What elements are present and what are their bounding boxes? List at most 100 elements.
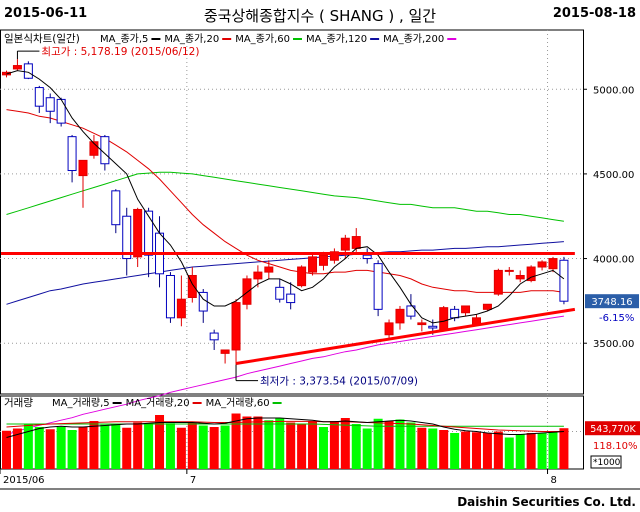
volume-bar	[67, 430, 77, 469]
volume-bar	[275, 418, 285, 469]
volume-bar	[231, 413, 241, 469]
volume-bar	[406, 422, 416, 469]
x-tick-label: 2015/06	[3, 475, 45, 486]
volume-bar	[318, 427, 328, 469]
volume-bar	[548, 431, 558, 469]
volume-bar	[45, 429, 55, 469]
ma5-line	[6, 70, 565, 324]
volume-bar	[264, 420, 274, 469]
volume-last-box	[585, 421, 640, 436]
volume-bar	[253, 416, 263, 469]
candle-body	[308, 256, 318, 273]
end-date: 2015-08-18	[552, 6, 636, 21]
chart-canvas[interactable]: 5000.00 4500.00 4000.00 3500.00 2015/06 7 8 최고가…	[0, 28, 640, 490]
candle-body	[133, 208, 143, 258]
volume-bar	[144, 424, 154, 469]
y-tick-label: 4500.00	[593, 170, 634, 181]
volume-bar	[373, 418, 383, 469]
volume-bar	[384, 421, 394, 469]
volume-bar	[504, 437, 514, 469]
candle-body	[231, 302, 241, 351]
candle-body	[504, 269, 514, 272]
volume-bar	[351, 424, 361, 469]
volume-bar	[2, 430, 11, 469]
volume-bar	[23, 424, 33, 469]
candle-body	[329, 251, 339, 261]
brand-footer: Daishin Securities Co. Ltd.	[457, 495, 636, 509]
candle-body	[242, 278, 252, 305]
last-value-label: 3748.16	[591, 297, 632, 308]
candle-body	[45, 97, 55, 112]
volume-bar	[286, 422, 296, 469]
volume-bar	[417, 427, 427, 469]
price-panel-title: 일본식차트(일간)	[4, 32, 80, 45]
volume-bar	[439, 430, 449, 469]
candle-body	[340, 237, 350, 251]
candle-body	[165, 274, 175, 319]
x-tick-label: 8	[551, 475, 557, 486]
volume-panel-title: 거래량	[4, 397, 33, 409]
candle-body	[78, 159, 88, 177]
volume-bar	[187, 422, 197, 469]
volume-legend-label: MA_거래량,60	[206, 397, 270, 409]
candle-body	[111, 190, 121, 226]
price-legend-label: MA_종가,120	[306, 33, 367, 45]
candle-body	[373, 263, 383, 310]
candle-body	[537, 261, 547, 268]
volume-bar	[209, 427, 219, 469]
volume-unit-label: *1000	[593, 458, 621, 468]
volume-bar	[242, 416, 252, 469]
header-bar: 2015-06-11 중국상해종합지수 ( SHANG ) , 일간 2015-…	[0, 0, 640, 28]
candle-body	[34, 87, 44, 107]
candle-body	[406, 305, 416, 317]
annotation-low: 최저가 : 3,373.54 (2015/07/09)	[260, 376, 418, 388]
volume-bar	[89, 421, 99, 469]
chart-title: 중국상해종합지수 ( SHANG ) , 일간	[203, 7, 437, 25]
last-value-box	[585, 294, 639, 309]
candle-body	[439, 307, 449, 331]
volume-bar	[122, 427, 132, 469]
volume-bar	[100, 424, 110, 469]
volume-bar	[198, 425, 208, 469]
volume-bar	[176, 427, 186, 469]
candle-body	[56, 98, 66, 124]
volume-bar	[526, 433, 536, 469]
candle-body	[89, 141, 99, 156]
candle-body	[548, 258, 558, 270]
x-tick-label: 7	[190, 475, 196, 486]
candle-body	[286, 293, 296, 304]
ma200-line	[6, 315, 564, 436]
candle-body	[297, 266, 307, 287]
y-tick-label: 3500.00	[593, 339, 634, 350]
start-date: 2015-06-11	[4, 6, 88, 21]
volume-bar	[450, 433, 460, 469]
candle-body	[515, 274, 525, 280]
volume-bar	[308, 421, 318, 469]
candle-body	[450, 308, 460, 319]
volume-bar	[56, 427, 66, 469]
candle-body	[23, 63, 33, 79]
candle-body	[318, 254, 328, 266]
volume-bar	[493, 431, 503, 469]
y-tick-label: 5000.00	[593, 85, 634, 96]
ma60-line	[6, 171, 564, 222]
change-pct-label: -6.15%	[599, 313, 634, 324]
candle-body	[461, 305, 471, 314]
volume-bar	[362, 428, 372, 469]
candle-body	[559, 259, 569, 302]
ma120-line	[6, 241, 564, 305]
candle-body	[351, 236, 361, 249]
volume-bar	[471, 432, 481, 469]
candle-body	[144, 210, 154, 256]
candle-body	[100, 136, 110, 165]
price-legend-label: MA_종가,5	[100, 33, 148, 45]
candle-body	[176, 298, 186, 319]
volume-bar	[34, 427, 44, 469]
volume-bar	[133, 422, 143, 469]
volume-bar	[155, 415, 165, 469]
candle-body	[493, 269, 503, 295]
candle-body	[253, 271, 263, 280]
candle-body	[12, 65, 22, 70]
volume-bar	[559, 428, 569, 469]
volume-legend-label: MA_거래량,20	[126, 397, 190, 409]
